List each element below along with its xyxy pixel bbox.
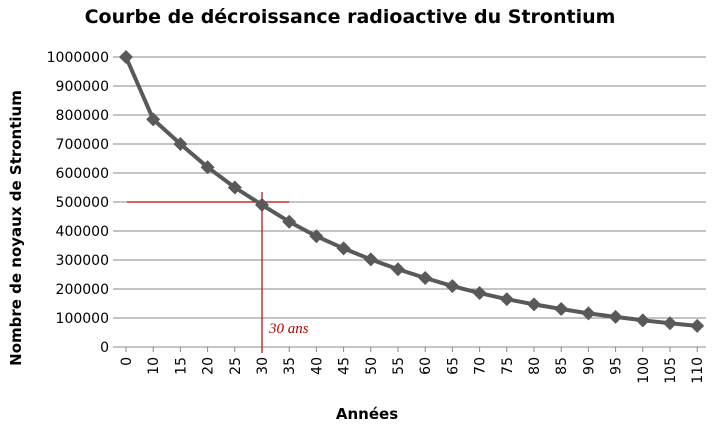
y-axis-label: Nombre de noyaux de Strontium [7, 90, 25, 366]
x-tick-label: 0 [119, 357, 135, 366]
data-point-marker [119, 50, 133, 64]
x-tick-label: 35 [282, 357, 298, 375]
x-tick-label: 30 [255, 357, 271, 375]
y-tick-label: 500000 [56, 195, 109, 211]
y-tick-label: 700000 [56, 137, 109, 153]
annotation-label: 30 ans [268, 321, 309, 337]
x-axis-label: Années [336, 405, 398, 423]
y-tick-label: 100000 [56, 311, 109, 327]
data-point-marker [581, 306, 596, 321]
data-point-marker [336, 241, 351, 256]
series-group [119, 50, 705, 333]
data-point-marker [608, 309, 623, 324]
data-point-marker [472, 286, 487, 301]
x-tick-label: 85 [554, 357, 570, 375]
x-tick-label: 50 [364, 357, 380, 375]
y-tick-label: 900000 [56, 79, 109, 95]
data-point-marker [200, 160, 215, 175]
data-point-marker [282, 214, 297, 229]
y-tick-label: 600000 [56, 166, 109, 182]
x-tick-label: 20 [201, 357, 217, 375]
data-point-marker [554, 302, 569, 317]
data-point-marker [309, 229, 324, 244]
data-point-marker [635, 313, 650, 328]
data-point-marker [391, 262, 405, 277]
y-tick-label: 1000000 [47, 50, 109, 66]
x-tick-label: 100 [636, 357, 652, 384]
data-point-marker [363, 252, 378, 267]
chart-title: Courbe de décroissance radioactive du St… [85, 6, 616, 28]
data-point-marker [445, 279, 460, 294]
data-point-marker [227, 180, 242, 195]
x-tick-label: 45 [337, 357, 353, 375]
x-tick-label: 25 [228, 357, 244, 375]
data-point-marker [146, 112, 161, 127]
x-tick-label: 90 [581, 357, 597, 375]
data-point-marker [499, 292, 514, 307]
x-tick-label: 75 [500, 357, 516, 375]
x-tick-label: 70 [473, 357, 489, 375]
data-point-marker [173, 137, 188, 151]
data-point-marker [418, 270, 433, 285]
y-tick-labels: 0 100000 200000 300000 400000 500000 600000 700… [47, 50, 109, 356]
y-tick-label: 800000 [56, 108, 109, 124]
y-tick-label: 400000 [56, 224, 109, 240]
y-tick-label: 300000 [56, 253, 109, 269]
series-line [124, 56, 698, 328]
data-point-marker [663, 316, 677, 331]
x-tick-labels: 0 10 15 20 25 30 35 40 45 50 55 60 65 70 75 80 85 90 95 100… [119, 347, 706, 384]
data-point-marker [255, 197, 269, 212]
x-tick-label: 80 [527, 357, 543, 375]
x-tick-label: 110 [690, 357, 706, 384]
x-tick-label: 55 [391, 357, 407, 375]
x-tick-label: 40 [309, 357, 325, 375]
data-point-marker [527, 297, 541, 312]
x-tick-label: 105 [663, 357, 679, 384]
y-tick-label: 0 [100, 340, 109, 356]
y-tick-label: 200000 [56, 282, 109, 298]
x-tick-label: 10 [146, 357, 162, 375]
x-tick-label: 95 [609, 357, 625, 375]
x-tick-label: 65 [445, 357, 461, 375]
x-tick-label: 15 [173, 357, 189, 375]
x-tick-label: 60 [418, 357, 434, 375]
data-point-marker [690, 318, 705, 333]
half-life-annotation [127, 192, 289, 353]
